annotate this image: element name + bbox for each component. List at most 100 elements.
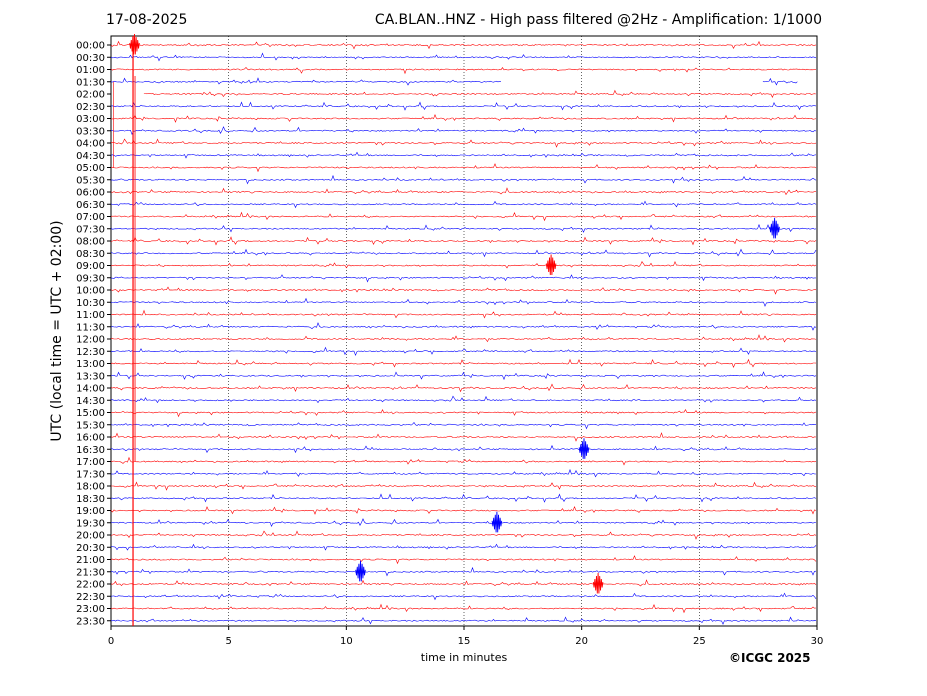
trace-line xyxy=(111,138,817,148)
y-tick-label: 12:00 xyxy=(76,335,105,346)
y-tick-label: 19:00 xyxy=(76,506,105,517)
x-tick-label: 20 xyxy=(575,636,588,647)
y-tick-label: 19:30 xyxy=(76,518,105,529)
y-tick-label: 00:00 xyxy=(76,41,105,52)
trace-line xyxy=(762,77,798,86)
trace-line xyxy=(110,101,817,111)
trace-line xyxy=(110,309,817,319)
x-tick-label: 25 xyxy=(693,636,706,647)
trace-line xyxy=(110,286,817,295)
trace-line xyxy=(110,518,817,528)
y-tick-label: 17:30 xyxy=(76,469,105,480)
trace-line xyxy=(110,505,817,515)
trace-line xyxy=(110,493,817,503)
trace-line xyxy=(110,530,817,540)
y-tick-label: 09:30 xyxy=(76,273,105,284)
y-tick-label: 11:30 xyxy=(76,322,105,333)
y-tick-label: 14:00 xyxy=(76,384,105,395)
trace-line xyxy=(110,395,817,404)
trace-line xyxy=(110,113,817,123)
y-tick-label: 21:30 xyxy=(76,567,105,578)
y-tick-label: 18:00 xyxy=(76,482,105,493)
trace-line xyxy=(110,334,817,343)
trace-line xyxy=(110,174,817,185)
y-tick-label: 23:00 xyxy=(76,604,105,615)
y-tick-label: 03:30 xyxy=(76,126,105,137)
y-tick-label: 20:30 xyxy=(76,543,105,554)
y-tick-label: 07:00 xyxy=(76,212,105,223)
trace-line xyxy=(111,481,816,491)
trace-line xyxy=(110,151,817,159)
y-tick-label: 07:30 xyxy=(76,224,105,235)
trace-line xyxy=(110,274,816,283)
trace-line xyxy=(110,346,817,357)
y-tick-label: 15:30 xyxy=(76,420,105,431)
y-tick-label: 16:30 xyxy=(76,445,105,456)
trace-line xyxy=(110,592,817,601)
y-tick-label: 20:00 xyxy=(76,531,105,542)
x-tick-label: 30 xyxy=(811,636,824,647)
trace-line xyxy=(110,187,817,196)
y-tick-label: 23:30 xyxy=(76,616,105,627)
y-tick-label: 04:30 xyxy=(76,151,105,162)
event-spike xyxy=(592,572,604,594)
event-spike xyxy=(545,254,557,276)
y-tick-label: 05:00 xyxy=(76,163,105,174)
trace-line xyxy=(110,432,817,442)
y-tick-label: 22:00 xyxy=(76,580,105,591)
trace-line xyxy=(110,468,817,478)
x-tick-label: 15 xyxy=(458,636,471,647)
y-tick-label: 11:00 xyxy=(76,310,105,321)
trace-line xyxy=(110,211,817,222)
trace-line xyxy=(110,322,817,331)
trace-line xyxy=(110,52,817,62)
trace-line xyxy=(110,422,817,430)
trace-line xyxy=(110,566,817,577)
y-tick-label: 08:00 xyxy=(76,237,105,248)
y-tick-label: 03:00 xyxy=(76,114,105,125)
trace-line xyxy=(110,66,817,75)
event-spike xyxy=(129,33,140,55)
y-tick-label: 21:00 xyxy=(76,555,105,566)
y-tick-label: 04:00 xyxy=(76,139,105,150)
y-tick-label: 14:30 xyxy=(76,396,105,407)
trace-line xyxy=(110,260,817,269)
trace-line xyxy=(110,408,817,418)
trace-line xyxy=(110,223,817,233)
y-tick-label: 01:30 xyxy=(76,77,105,88)
trace-line xyxy=(110,616,817,625)
y-tick-label: 13:00 xyxy=(76,359,105,370)
y-tick-label: 01:00 xyxy=(76,65,105,76)
trace-line xyxy=(110,358,817,368)
trace-line xyxy=(110,543,817,551)
copyright-label: ©ICGC 2025 xyxy=(729,651,811,665)
event-spike xyxy=(491,511,503,533)
date-label: 17-08-2025 xyxy=(106,12,188,28)
y-tick-label: 12:30 xyxy=(76,347,105,358)
y-tick-label: 08:30 xyxy=(76,249,105,260)
x-tick-label: 0 xyxy=(108,636,114,647)
x-tick-label: 5 xyxy=(225,636,231,647)
trace-line xyxy=(110,248,817,258)
y-tick-label: 09:00 xyxy=(76,261,105,272)
event-spike xyxy=(578,438,590,459)
y-tick-label: 18:30 xyxy=(76,494,105,505)
y-tick-label: 15:00 xyxy=(76,408,105,419)
y-tick-label: 22:30 xyxy=(76,592,105,603)
y-tick-label: 05:30 xyxy=(76,175,105,186)
y-tick-label: 06:00 xyxy=(76,188,105,199)
event-spike xyxy=(355,560,366,582)
x-tick-label: 10 xyxy=(340,636,353,647)
trace-line xyxy=(110,383,817,393)
trace-line xyxy=(110,200,817,209)
y-tick-label: 02:00 xyxy=(76,90,105,101)
trace-line xyxy=(110,297,817,307)
trace-line xyxy=(143,89,816,99)
trace-line xyxy=(110,371,817,381)
y-tick-label: 10:30 xyxy=(76,298,105,309)
trace-line xyxy=(110,163,817,173)
chart-title: CA.BLAN..HNZ - High pass filtered @2Hz -… xyxy=(374,12,822,28)
trace-line xyxy=(110,579,817,587)
y-tick-label: 06:30 xyxy=(76,200,105,211)
